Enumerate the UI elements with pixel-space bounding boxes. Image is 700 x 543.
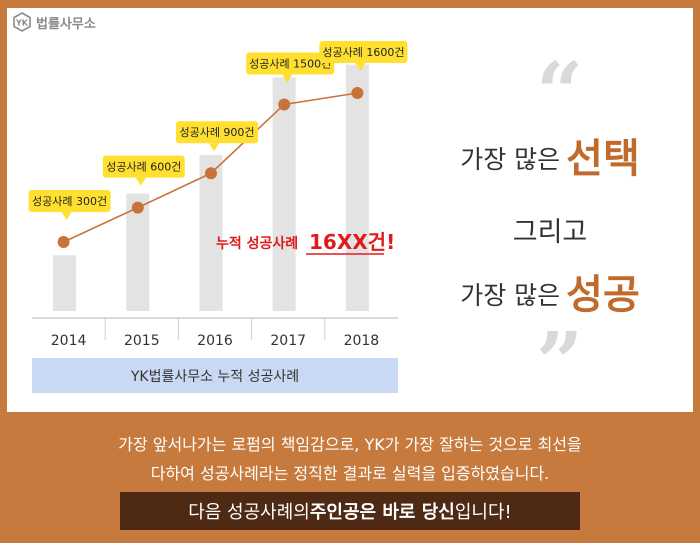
callout-box [246,52,335,75]
x-tick-2017: 2017 [270,333,306,349]
x-tick-2015: 2015 [124,333,160,349]
headline-line2: 그리고 [512,217,588,248]
callout-box [176,121,258,144]
callout-box [319,41,408,63]
annotation-total: 16XX건! [309,230,395,254]
x-tick-2014: 2014 [51,333,87,349]
line-marker-2016 [205,167,217,180]
callout-pointer [355,63,366,71]
line-marker-2014 [57,236,70,248]
callout-label: 성공사례 900건 [179,126,254,139]
headline-line3-prefix: 가장 많은 [460,281,561,310]
callout-pointer [209,143,219,152]
headline-success: 성공 [566,272,640,318]
callout-pointer [61,212,72,220]
callout-2014: 성공사례 300건 [28,190,111,220]
description-line1: 가장 앞서나가는 로펌의 책임감으로, YK가 가장 잘하는 것으로 최선을 [118,435,582,454]
headline-line1: 가장 많은 선택 [420,126,680,184]
description-line2: 다하여 성공사례라는 정직한 결과로 실력을 입증하였습니다. [150,464,550,483]
bar-2016 [199,154,223,311]
callout-box [28,190,111,212]
banner-text-c: 입니다! [454,502,512,523]
bar-2017 [272,77,296,311]
logo-mark-text: YK [15,19,29,28]
callout-box [102,155,185,178]
banner-text-b: 주인공은 바로 당신 [309,502,455,523]
x-tick-2018: 2018 [344,333,380,349]
legend-box [32,358,398,393]
line-marker-2017 [278,98,291,111]
yk-logo-icon: YK [13,12,31,32]
callout-2017: 성공사례 1500건 [246,52,335,83]
headline-choice: 선택 [566,136,640,182]
callout-2016: 성공사례 900건 [176,121,258,152]
banner-text-a: 다음 성공사례의 [188,502,310,523]
bar-2015 [126,193,150,311]
bar-2014 [53,255,77,311]
logo-text: 법률사무소 [36,16,96,32]
annotation-prefix: 누적 성공사례 [216,235,298,252]
callout-pointer [282,74,293,83]
callout-label: 성공사례 600건 [106,161,181,174]
callout-pointer [135,177,146,186]
callout-2015: 성공사례 600건 [102,155,185,186]
callout-label: 성공사례 300건 [32,195,107,208]
callout-2018: 성공사례 1600건 [319,41,408,71]
headline-line3: 가장 많은 성공 [420,262,680,320]
legend-label: YK법률사무소 누적 성공사례 [130,369,299,385]
callout-label: 성공사례 1500건 [249,57,331,70]
line-marker-2015 [131,201,144,214]
close-quote: ” [536,315,584,411]
line-marker-2018 [351,87,364,99]
open-quote: “ [536,45,584,141]
x-tick-2016: 2016 [197,333,233,349]
cta-banner: 다음 성공사례의 주인공은 바로 당신 입니다! [120,492,580,530]
callout-label: 성공사례 1600건 [322,46,404,59]
headline-line1-prefix: 가장 많은 [460,145,561,174]
bar-2018 [345,64,369,311]
logo: YK 법률사무소 [12,12,96,32]
